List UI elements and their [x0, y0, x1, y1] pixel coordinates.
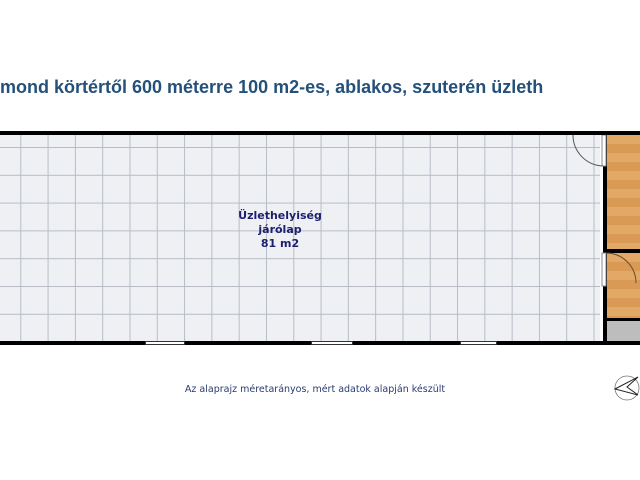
listing-title: mond körtértől 600 méterre 100 m2-es, ab…: [0, 77, 544, 97]
window: [460, 341, 497, 345]
room-area: 81 m2: [260, 237, 300, 250]
side-room-2: [607, 253, 640, 318]
side-room-3: [607, 320, 640, 342]
scale-note: Az alaprajz méretarányos, mért adatok al…: [184, 384, 446, 395]
door-icon: [572, 135, 607, 167]
room-label: Üzlethelyiség járólap 81 m2: [215, 209, 345, 251]
shop-floor: [0, 135, 600, 341]
window: [311, 341, 353, 345]
wall-partition-2: [603, 318, 640, 321]
wall-right: [603, 131, 607, 345]
wall-partition: [603, 249, 640, 253]
side-room-1: [607, 135, 640, 249]
room-floor: járólap: [258, 223, 302, 236]
room-name: Üzlethelyiség: [238, 209, 322, 222]
door-icon: [601, 252, 637, 287]
window: [145, 341, 185, 345]
wall-top: [0, 131, 640, 135]
compass-icon: [613, 375, 640, 401]
